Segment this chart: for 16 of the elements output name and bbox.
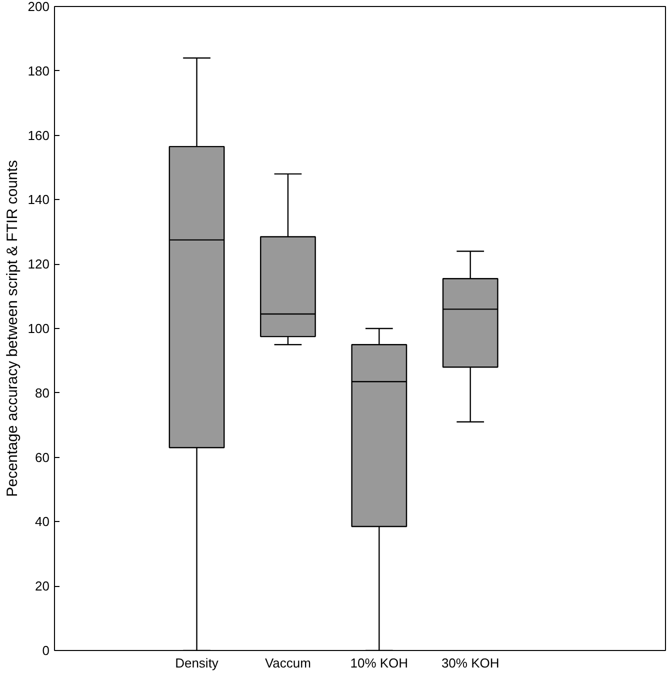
- y-tick-label: 180: [28, 63, 50, 78]
- y-tick-label: 80: [35, 385, 50, 400]
- x-tick-label: Density: [175, 656, 219, 670]
- y-tick-label: 120: [28, 256, 50, 272]
- y-tick-label: 160: [28, 128, 50, 143]
- y-tick-label: 200: [28, 0, 50, 14]
- y-tick-label: 60: [35, 450, 50, 465]
- y-tick-label: 20: [35, 578, 50, 594]
- y-tick-label: 0: [42, 643, 50, 658]
- y-tick-label: 40: [35, 514, 50, 530]
- y-tick-label: 140: [28, 192, 50, 208]
- x-tick-label: 10% KOH: [350, 656, 408, 670]
- x-tick-label: 30% KOH: [441, 656, 500, 670]
- y-tick-label: 100: [28, 321, 50, 336]
- y-axis-title: Pecentage accuracy between script & FTIR counts: [4, 160, 21, 497]
- x-tick-label: Vaccum: [264, 656, 311, 670]
